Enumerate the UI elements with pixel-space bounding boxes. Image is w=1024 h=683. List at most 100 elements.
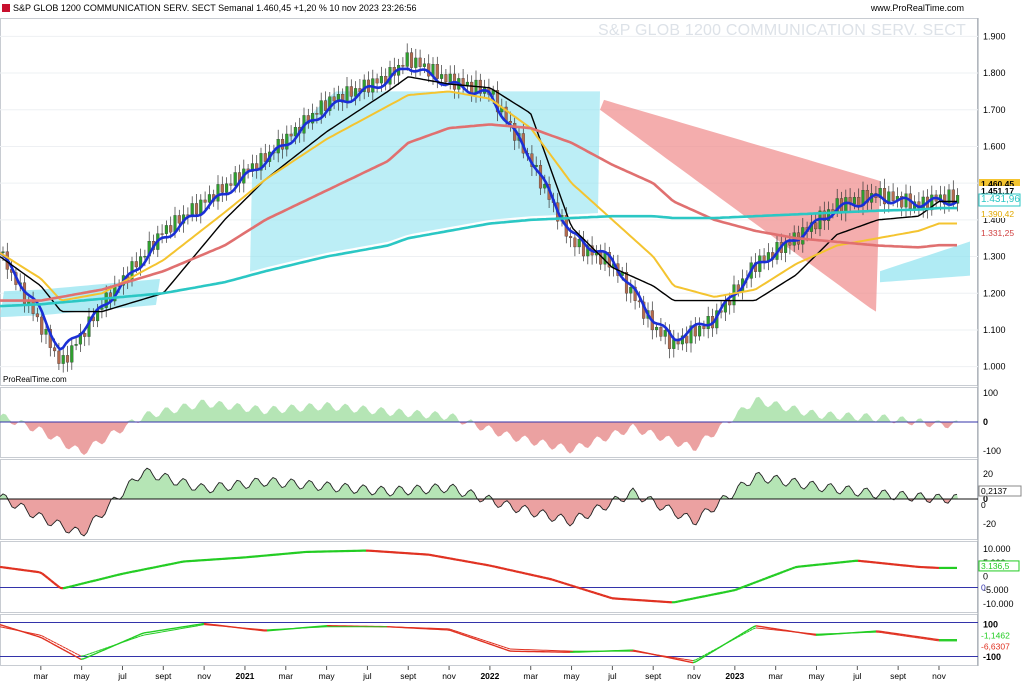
momentum-line-segment xyxy=(485,563,490,567)
price-candle xyxy=(53,347,57,352)
price-candle xyxy=(341,94,345,103)
momentum-line-segment xyxy=(443,556,448,560)
stochastic-main-line xyxy=(683,660,688,663)
price-candle xyxy=(702,325,706,329)
stochastic-signal-line xyxy=(65,647,70,651)
price-candle xyxy=(44,329,48,335)
price-candle xyxy=(379,75,383,84)
stochastic-signal-line xyxy=(698,656,703,659)
momentum-line-segment xyxy=(689,597,694,601)
momentum-line-segment xyxy=(473,561,478,565)
momentum-line-segment xyxy=(434,554,439,558)
stochastic-main-line xyxy=(662,655,667,658)
price-candle xyxy=(827,209,831,221)
momentum-line-segment xyxy=(605,595,610,599)
price-candle xyxy=(199,199,203,215)
stochastic-signal-line xyxy=(14,629,19,631)
momentum-line-segment xyxy=(44,574,49,580)
momentum-line-segment xyxy=(569,584,574,588)
momentum-line-segment xyxy=(788,567,793,571)
momentum-line-segment xyxy=(581,587,586,591)
price-candle xyxy=(225,183,229,193)
stochastic-signal-line xyxy=(482,639,487,642)
momentum-line-segment xyxy=(743,584,748,588)
momentum-line-segment xyxy=(476,562,481,565)
stochastic-main-line xyxy=(500,647,505,650)
momentum-line-segment xyxy=(134,569,139,573)
oscillator-y-tick-label: 20 xyxy=(983,469,993,479)
stochastic-main-line xyxy=(62,648,67,652)
stochastic-signal-line xyxy=(35,633,40,636)
stochastic-signal-line xyxy=(146,633,151,636)
momentum-line-segment xyxy=(515,570,520,574)
momentum-line-segment xyxy=(125,571,130,575)
price-candle xyxy=(134,261,138,268)
momentum-line-segment xyxy=(692,596,697,600)
stochastic-main-line xyxy=(482,641,487,644)
momentum-line-segment xyxy=(737,586,742,590)
stochastic-main-line xyxy=(2,624,7,628)
stochastic-signal-line xyxy=(476,637,481,640)
x-tick-label: may xyxy=(319,671,336,681)
momentum-line-segment xyxy=(164,563,169,567)
momentum-line-segment xyxy=(95,578,100,582)
price-value-label: 1.331,25 xyxy=(981,228,1014,238)
stochastic-main-line xyxy=(491,644,496,647)
stochastic-main-line xyxy=(638,650,643,653)
stochastic-signal-line xyxy=(47,638,52,641)
ichimoku-cloud-bull xyxy=(250,91,600,272)
stochastic-signal-line xyxy=(11,628,16,631)
x-tick-label: sept xyxy=(890,671,907,681)
momentum-line-segment xyxy=(773,573,778,577)
price-candle xyxy=(607,252,611,268)
momentum-line-segment xyxy=(104,576,109,580)
stochastic-signal-line xyxy=(140,634,145,637)
stochastic-signal-line xyxy=(470,635,475,638)
stochastic-main-line xyxy=(689,661,694,664)
momentum-line-segment xyxy=(155,565,160,569)
x-tick-label: may xyxy=(808,671,825,681)
momentum-line-segment xyxy=(674,600,679,604)
stochastic-signal-line xyxy=(110,644,115,647)
stochastic-signal-line xyxy=(32,633,37,635)
price-candle xyxy=(250,163,254,172)
price-candle xyxy=(930,194,934,211)
stochastic-signal-line xyxy=(89,652,94,655)
stochastic-main-line xyxy=(89,654,94,657)
stochastic-signal-line xyxy=(692,659,697,662)
price-candle xyxy=(319,100,323,115)
momentum-line-segment xyxy=(686,598,691,601)
stochastic-main-line xyxy=(452,630,457,634)
stochastic-signal-line xyxy=(488,641,493,644)
source-link[interactable]: www.ProRealTime.com xyxy=(870,3,964,13)
stochastic-signal-line xyxy=(113,643,118,646)
momentum-line-segment xyxy=(710,593,715,597)
price-y-tick-label: 1.100 xyxy=(983,325,1006,335)
momentum-y-tick-label: -5.000 xyxy=(983,585,1009,595)
stochastic-main-line xyxy=(101,648,106,652)
stochastic-signal-line xyxy=(50,640,55,643)
momentum-line-segment xyxy=(770,574,775,578)
price-candle xyxy=(543,184,547,189)
stochastic-signal-line xyxy=(506,647,511,650)
price-candle xyxy=(577,239,581,248)
stochastic-signal-line xyxy=(29,632,34,635)
momentum-line-segment xyxy=(554,579,559,583)
momentum-line-segment xyxy=(458,558,463,562)
momentum-line-segment xyxy=(557,580,562,584)
stochastic-main-line xyxy=(674,658,679,661)
stochastic-signal-line xyxy=(83,654,88,657)
stochastic-signal-line xyxy=(98,648,103,651)
stochastic-main-line xyxy=(485,642,490,645)
momentum-y-tick-label: 0 xyxy=(983,572,988,582)
price-candle xyxy=(233,172,237,186)
x-tick-label: mar xyxy=(523,671,538,681)
momentum-line-segment xyxy=(116,573,121,577)
stochastic-y-tick-label: 100 xyxy=(983,619,998,629)
price-candle xyxy=(177,215,181,224)
price-candle xyxy=(814,222,818,230)
stochastic-main-line xyxy=(692,661,697,664)
price-value-tag xyxy=(978,193,1021,207)
momentum-line-segment xyxy=(677,599,682,603)
momentum-line-segment xyxy=(716,592,721,595)
